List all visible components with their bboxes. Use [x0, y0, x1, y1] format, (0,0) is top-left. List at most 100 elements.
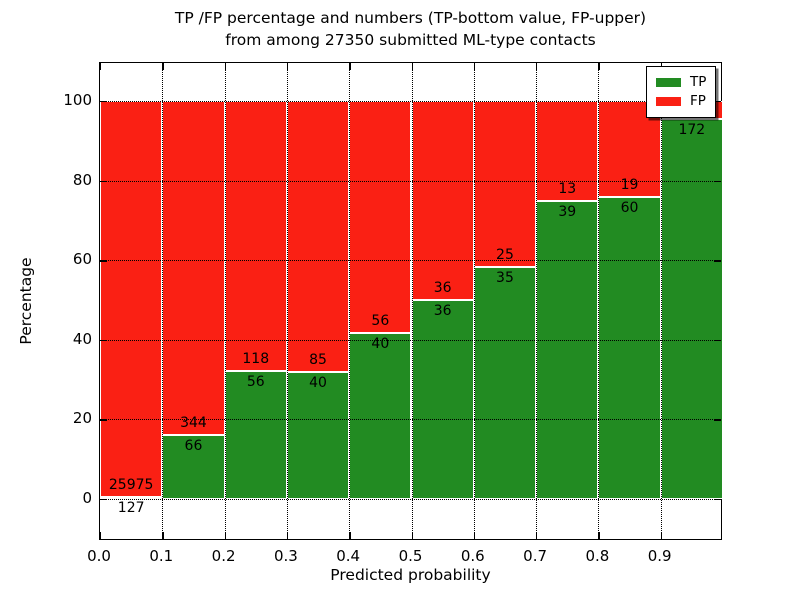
x-tick-label: 0.2	[211, 547, 236, 565]
grid-line-vertical	[286, 63, 288, 539]
grid-line-horizontal	[100, 499, 721, 500]
x-tick-label: 0.4	[336, 547, 361, 565]
y-tick-mark-left	[100, 180, 107, 182]
grid-layer	[100, 63, 721, 539]
x-tick-label: 0.6	[460, 547, 485, 565]
fp-count-label: 25	[496, 246, 514, 263]
x-tick-mark-top	[286, 63, 289, 70]
grid-line-horizontal	[100, 101, 721, 102]
grid-line-horizontal	[100, 180, 721, 182]
fp-bar-segment	[162, 101, 225, 435]
x-tick-label: 0.1	[149, 547, 174, 565]
grid-line-vertical	[473, 63, 475, 539]
y-axis-label: Percentage	[17, 257, 35, 345]
x-tick-label: 0.7	[523, 547, 548, 565]
y-tick-label: 40	[72, 329, 92, 348]
y-tick-mark-left	[100, 101, 107, 103]
tp-count-label: 36	[433, 303, 452, 319]
tp-bar-segment	[411, 300, 474, 499]
tp-bar-segment	[349, 333, 412, 499]
x-axis-label: Predicted probability	[330, 566, 491, 584]
fp-bar-segment	[473, 101, 537, 267]
y-tick-label: 100	[63, 91, 92, 109]
legend-item: FP	[656, 93, 706, 110]
x-tick-label: 0.9	[647, 547, 672, 565]
bar-labels-layer: 25975 127 344 66 118 56 85 40 56 40 36 36 25 35 13 39 19…	[100, 63, 721, 539]
y-tick-mark-left	[100, 419, 107, 421]
grid-line-horizontal	[100, 260, 721, 262]
x-tick-label: 0.0	[87, 547, 111, 565]
x-tick-mark-bottom	[162, 532, 164, 539]
y-tick-mark-right	[714, 339, 721, 342]
bars-layer	[100, 63, 723, 539]
y-tick-label: 20	[72, 409, 92, 428]
x-tick-mark-bottom	[349, 532, 351, 539]
tp-count-label: 60	[620, 199, 639, 216]
tp-count-label: 172	[678, 121, 706, 138]
tp-count-label: 40	[309, 374, 327, 391]
x-tick-label: 0.8	[585, 547, 610, 565]
grid-line-vertical	[224, 63, 226, 539]
y-tick-mark-left	[100, 260, 107, 262]
legend-swatch	[656, 97, 681, 106]
x-tick-mark-top	[473, 63, 476, 70]
fp-bar-segment	[100, 101, 163, 498]
grid-line-vertical	[536, 63, 538, 539]
fp-count-label: 13	[558, 180, 577, 197]
fp-count-label: 36	[433, 280, 452, 296]
y-tick-mark-right	[714, 419, 721, 421]
x-tick-mark-top	[100, 63, 102, 70]
fp-bar-segment	[411, 101, 474, 300]
legend-label: TP	[690, 74, 707, 90]
tp-count-label: 56	[246, 373, 265, 390]
fp-bar-segment	[224, 101, 287, 371]
legend-swatch	[656, 78, 681, 87]
x-tick-label: 0.5	[398, 547, 423, 565]
y-tick-mark-right	[714, 499, 721, 501]
fp-bar-segment	[286, 101, 350, 372]
y-tick-label: 80	[72, 170, 92, 189]
fp-count-label: 56	[371, 313, 390, 330]
x-tick-mark-bottom	[598, 532, 600, 539]
tp-bar-segment	[162, 434, 225, 499]
y-tick-mark-right	[714, 101, 721, 103]
tp-bar-segment	[286, 371, 350, 499]
x-tick-mark-top	[224, 63, 226, 70]
tp-count-label: 35	[496, 269, 514, 286]
grid-line-vertical	[349, 63, 351, 539]
x-tick-mark-top	[598, 63, 600, 70]
legend-label: FP	[690, 93, 706, 109]
tp-count-label: 66	[184, 437, 203, 454]
x-tick-mark-bottom	[286, 532, 289, 539]
fp-bar-segment	[536, 101, 599, 201]
x-tick-mark-bottom	[411, 532, 413, 539]
tp-count-label: 40	[371, 336, 390, 353]
fp-count-label: 344	[180, 414, 207, 431]
tp-bar-segment	[660, 118, 723, 499]
x-tick-mark-bottom	[536, 532, 538, 539]
tp-count-label: 127	[117, 500, 145, 517]
x-tick-mark-bottom	[473, 532, 476, 539]
y-tick-mark-right	[714, 260, 721, 262]
x-tick-mark-top	[162, 63, 164, 70]
x-tick-mark-top	[411, 63, 413, 70]
grid-line-vertical	[598, 63, 600, 539]
grid-line-vertical	[660, 63, 662, 539]
tp-bar-segment	[473, 266, 537, 499]
fp-count-label: 118	[242, 350, 270, 367]
y-tick-mark-right	[714, 180, 721, 182]
x-tick-mark-bottom	[224, 532, 226, 539]
x-tick-mark-bottom	[660, 532, 663, 539]
grid-line-vertical	[411, 63, 413, 539]
y-tick-label: 0	[82, 489, 92, 507]
grid-line-horizontal	[100, 419, 721, 421]
fp-count-label: 25975	[108, 477, 154, 494]
tp-bar-segment	[598, 196, 661, 499]
y-tick-label: 60	[72, 250, 92, 269]
chart-title: TP /FP percentage and numbers (TP-bottom…	[99, 7, 722, 52]
plot-area: 25975 127 344 66 118 56 85 40 56 40 36 36 25 35 13 39 19…	[99, 62, 723, 540]
fp-bar-segment	[349, 101, 412, 334]
x-tick-mark-top	[349, 63, 351, 70]
chart-title-line1: TP /FP percentage and numbers (TP-bottom…	[174, 9, 647, 27]
